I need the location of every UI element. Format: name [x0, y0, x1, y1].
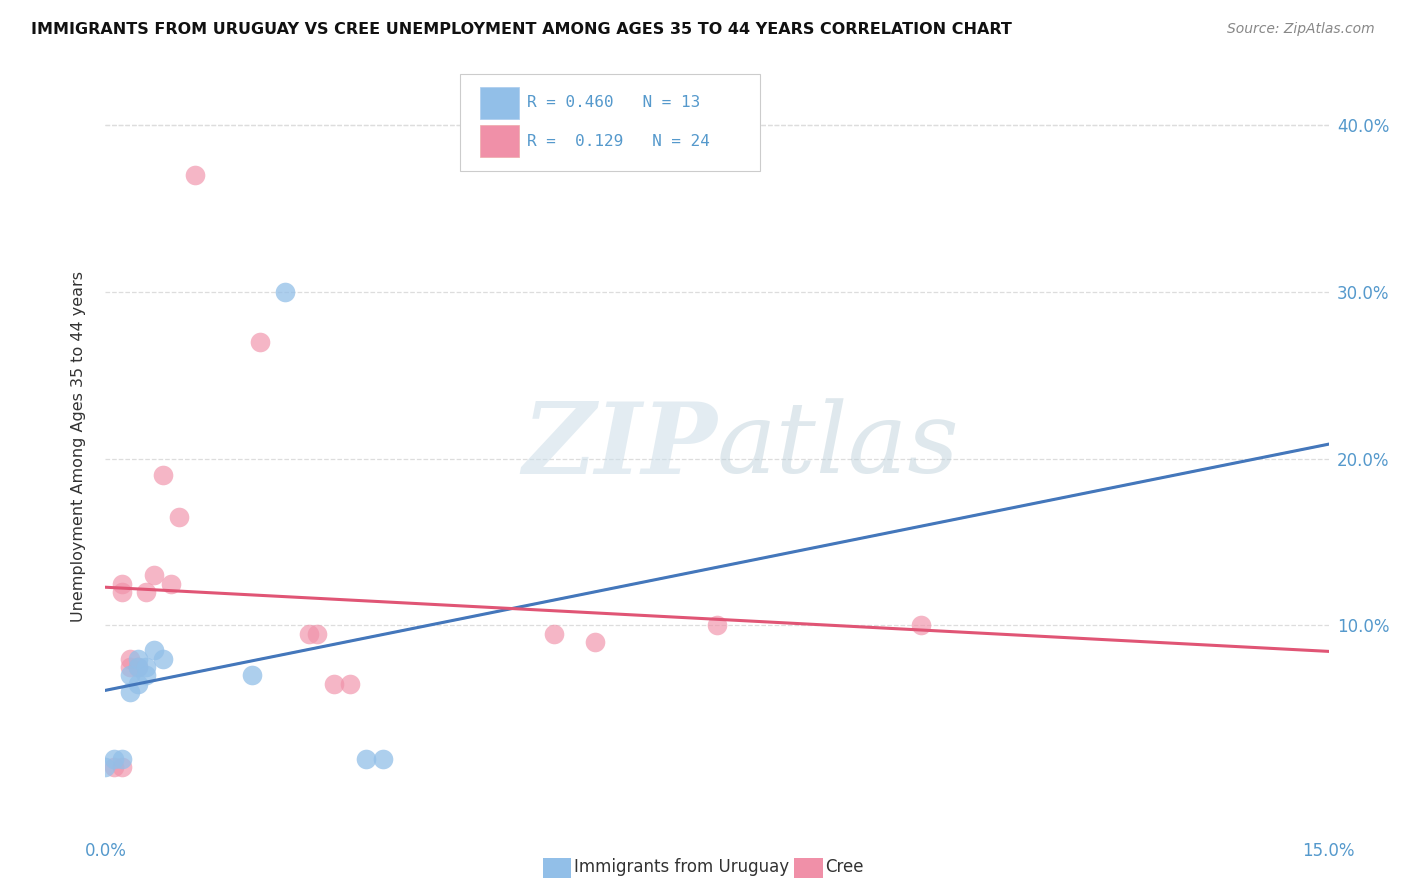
- Point: [111, 760, 134, 774]
- Text: Immigrants from Uruguay: Immigrants from Uruguay: [574, 858, 789, 876]
- Point: [127, 660, 149, 674]
- Point: [118, 660, 141, 674]
- Point: [127, 652, 149, 666]
- Point: [94, 760, 117, 774]
- Text: IMMIGRANTS FROM URUGUAY VS CREE UNEMPLOYMENT AMONG AGES 35 TO 44 YEARS CORRELATI: IMMIGRANTS FROM URUGUAY VS CREE UNEMPLOY…: [31, 22, 1012, 37]
- Point: [152, 468, 174, 483]
- Point: [127, 677, 149, 691]
- Point: [706, 618, 728, 632]
- Point: [111, 576, 134, 591]
- Text: Source: ZipAtlas.com: Source: ZipAtlas.com: [1227, 22, 1375, 37]
- Point: [543, 626, 565, 640]
- Text: atlas: atlas: [717, 399, 960, 493]
- Point: [298, 626, 321, 640]
- Text: R =  0.129   N = 24: R = 0.129 N = 24: [527, 134, 710, 148]
- Point: [143, 643, 166, 657]
- Point: [356, 752, 378, 766]
- Y-axis label: Unemployment Among Ages 35 to 44 years: Unemployment Among Ages 35 to 44 years: [72, 270, 86, 622]
- Point: [307, 626, 329, 640]
- Point: [322, 677, 344, 691]
- Point: [135, 660, 157, 674]
- Point: [143, 568, 166, 582]
- Point: [103, 760, 125, 774]
- Text: ZIP: ZIP: [522, 398, 717, 494]
- Point: [910, 618, 932, 632]
- Point: [135, 585, 157, 599]
- Text: R = 0.460   N = 13: R = 0.460 N = 13: [527, 95, 700, 111]
- FancyBboxPatch shape: [460, 73, 759, 170]
- Point: [135, 668, 157, 682]
- Point: [583, 635, 606, 649]
- Point: [103, 752, 125, 766]
- Text: Cree: Cree: [825, 858, 863, 876]
- FancyBboxPatch shape: [479, 87, 519, 119]
- Point: [159, 576, 181, 591]
- Point: [240, 668, 263, 682]
- Point: [167, 510, 190, 524]
- Point: [118, 685, 141, 699]
- Point: [111, 752, 134, 766]
- Point: [111, 585, 134, 599]
- Point: [274, 285, 297, 299]
- Point: [118, 652, 141, 666]
- Point: [249, 334, 271, 349]
- Point: [371, 752, 394, 766]
- Point: [118, 668, 141, 682]
- Point: [184, 168, 207, 182]
- Point: [339, 677, 361, 691]
- Point: [152, 652, 174, 666]
- FancyBboxPatch shape: [479, 126, 519, 156]
- Point: [127, 660, 149, 674]
